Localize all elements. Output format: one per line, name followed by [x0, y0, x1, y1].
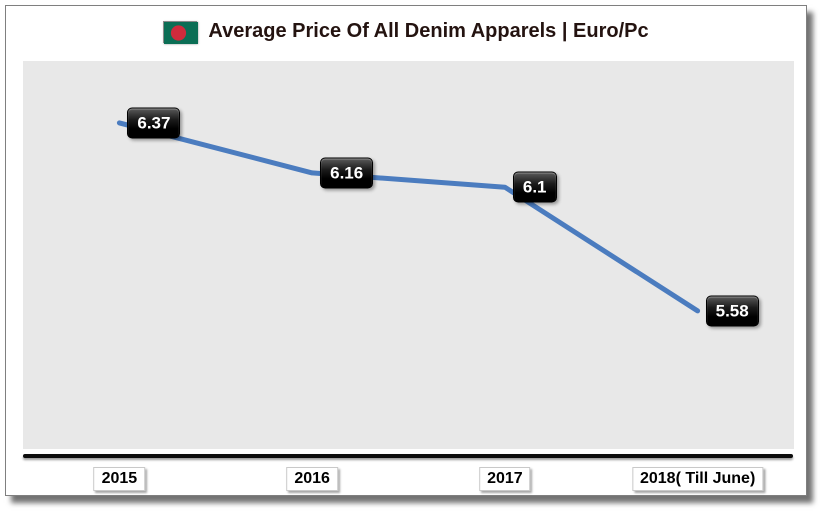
flag-red-circle — [171, 24, 187, 41]
chart-window: Average Price Of All Denim Apparels | Eu… — [5, 5, 807, 496]
plot-area: 6.37 6.16 6.1 5.58 — [23, 61, 794, 449]
x-axis-line — [23, 454, 793, 458]
x-axis-label-2017: 2017 — [479, 467, 531, 491]
chart-title-row: Average Price Of All Denim Apparels | Eu… — [6, 20, 806, 44]
x-axis-label-2016: 2016 — [286, 467, 338, 491]
data-label-2015: 6.37 — [127, 107, 181, 139]
bangladesh-flag-icon — [163, 20, 199, 44]
data-label-2018TillJune: 5.58 — [705, 295, 759, 327]
data-label-2017: 6.1 — [512, 171, 557, 203]
x-axis-labels: 2015 2016 2017 2018( Till June) — [23, 462, 794, 496]
x-axis-label-2015: 2015 — [93, 467, 146, 491]
chart-title: Average Price Of All Denim Apparels | Eu… — [208, 20, 649, 42]
data-label-2016: 6.16 — [320, 157, 374, 189]
price-line-chart — [116, 120, 701, 314]
price-line-series — [116, 120, 701, 314]
x-axis-label-2018TillJune: 2018( Till June) — [631, 467, 764, 491]
